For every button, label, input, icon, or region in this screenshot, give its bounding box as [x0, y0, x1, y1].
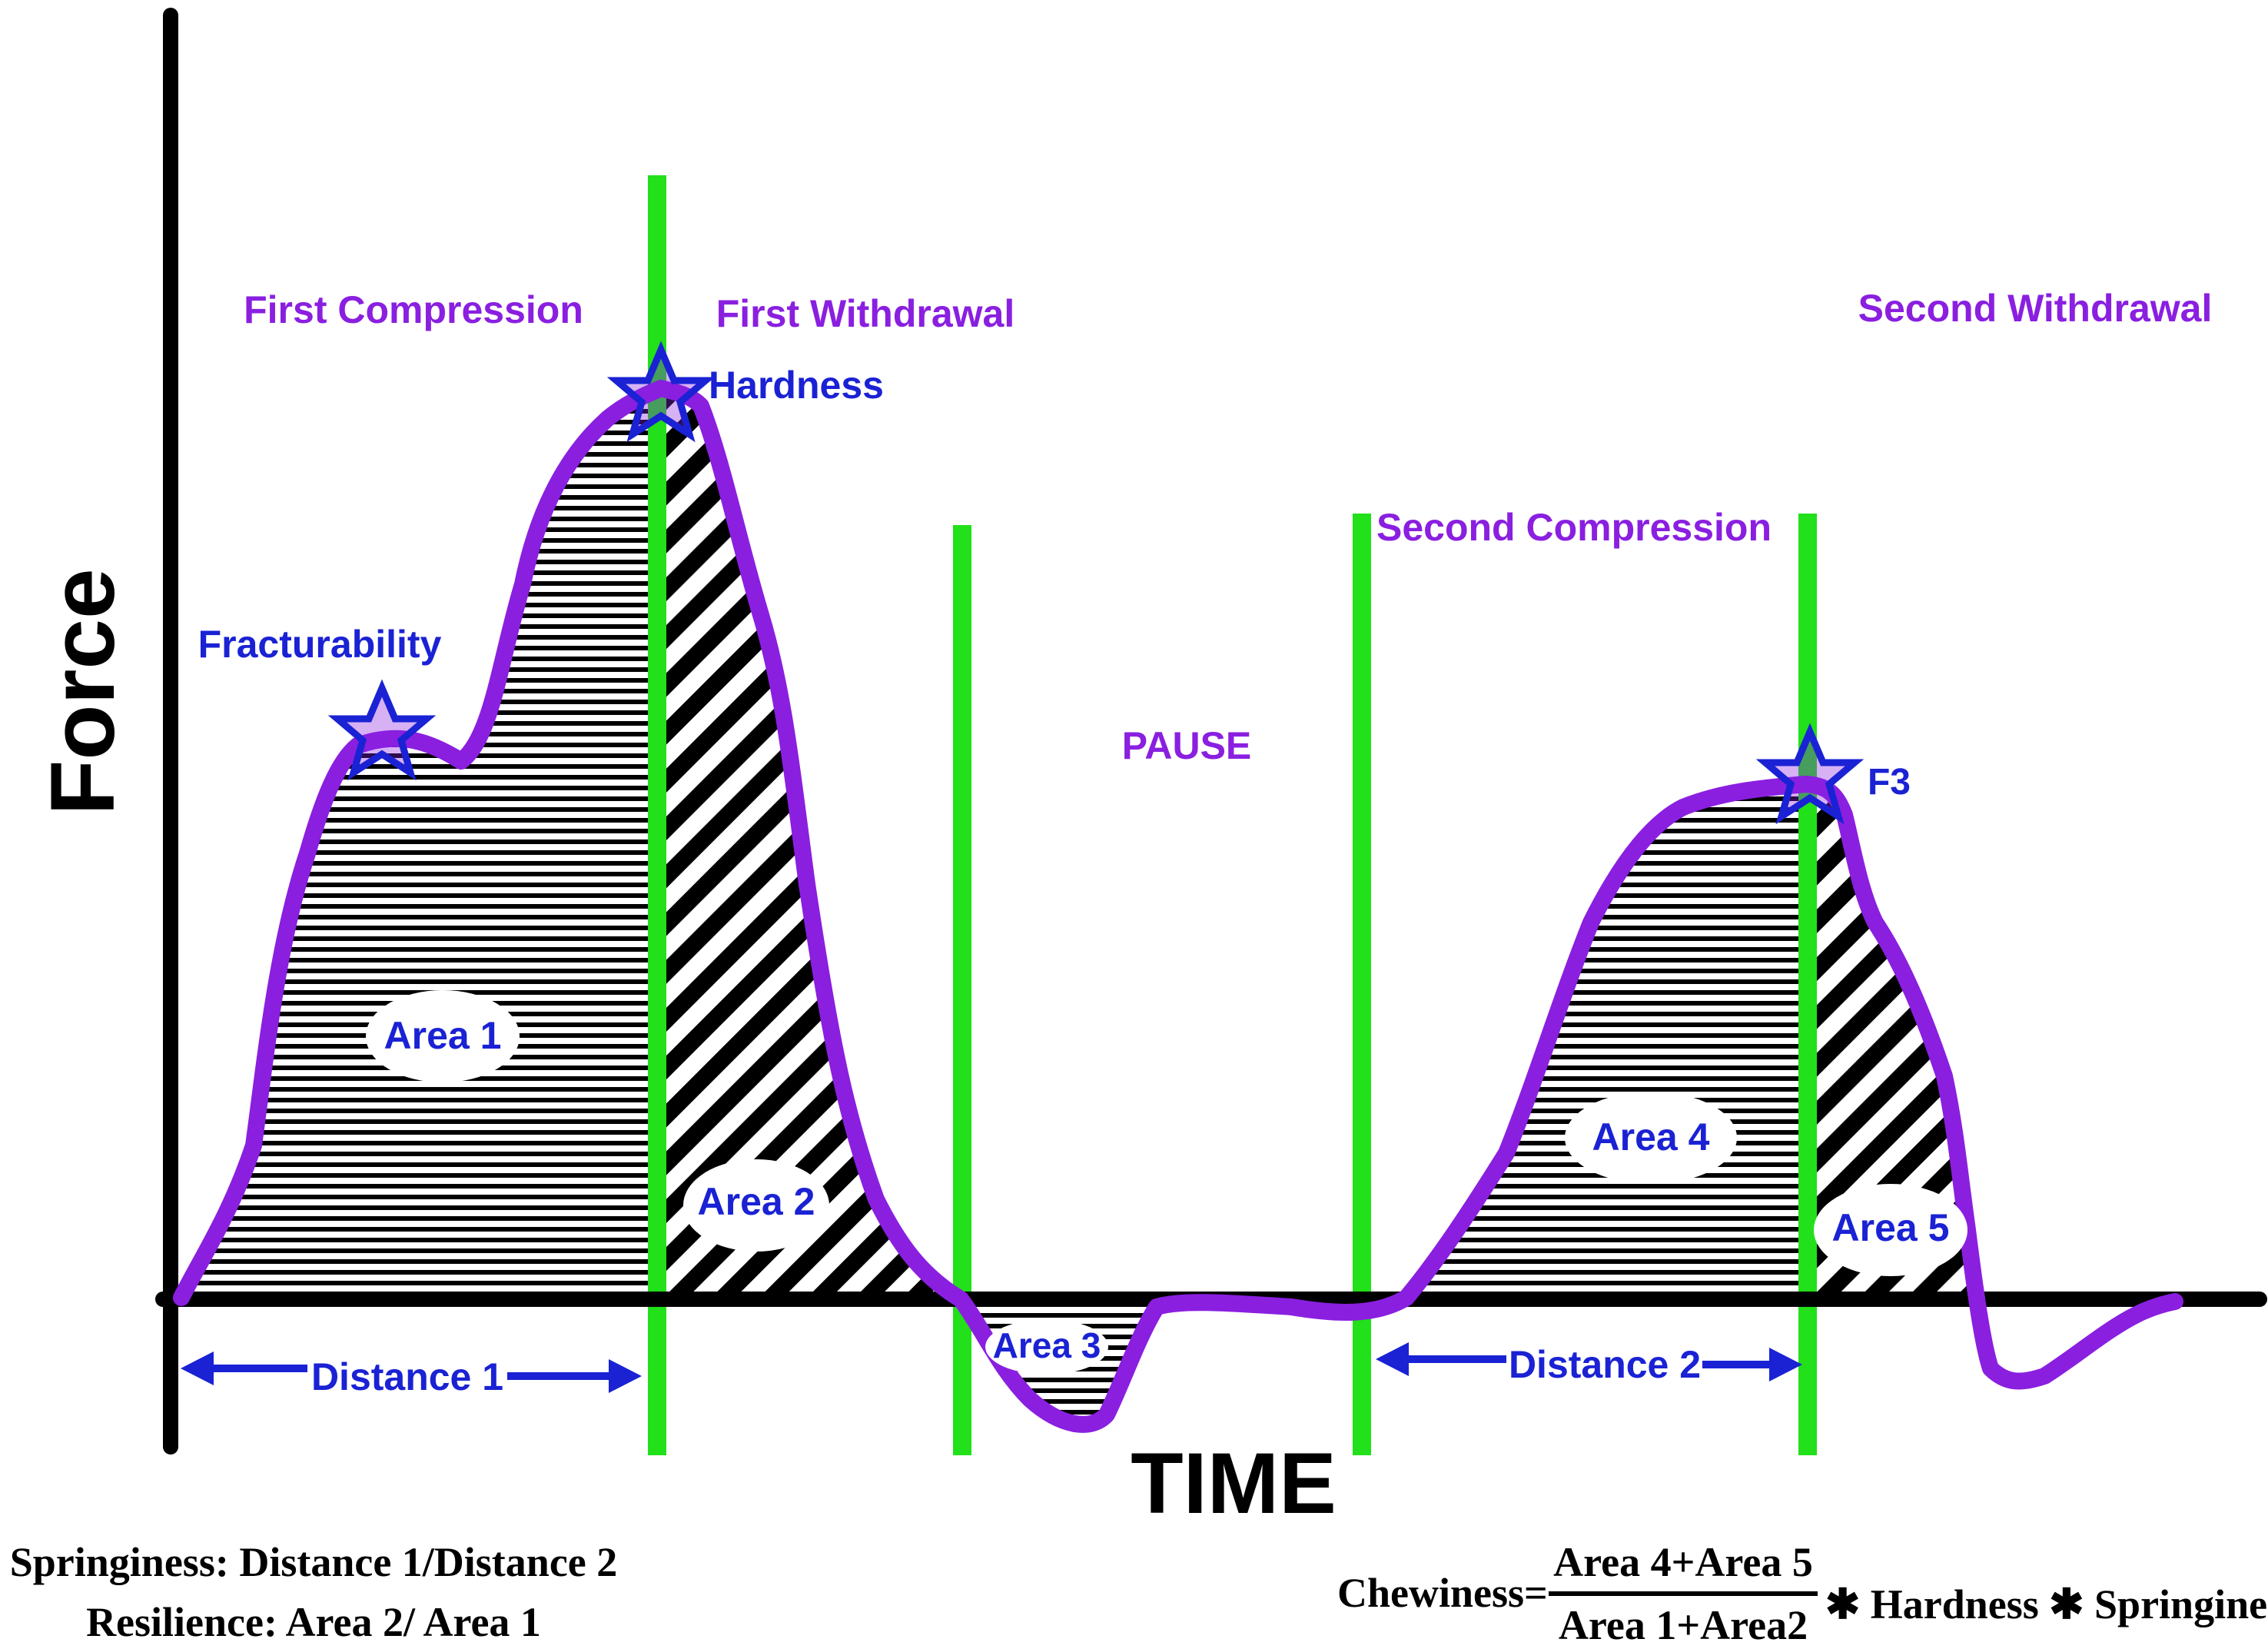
y-axis-title: Force: [32, 568, 134, 815]
area-4-label: Area 4: [1592, 1115, 1710, 1159]
chewiness-formula: Chewiness= Area 4+Area 5 Area 1+Area2 ✱ …: [1337, 1539, 2268, 1648]
area-3-bubble: [985, 1319, 1108, 1375]
hardness-star-icon: [606, 341, 716, 443]
springiness-formula: Springiness: Distance 1/Distance 2: [10, 1539, 618, 1585]
phase-first-withdrawal: First Withdrawal: [716, 292, 1014, 335]
resilience-formula: Resilience: Area 2/ Area 1: [86, 1599, 541, 1645]
divider-second-withdrawal: [1798, 514, 1817, 1455]
area-1-fill: [181, 388, 661, 1298]
area-5-fill: [1806, 784, 1977, 1298]
distance-2-label: Distance 2: [1509, 1343, 1701, 1386]
distance-1-label: Distance 1: [311, 1355, 503, 1398]
area-1-label: Area 1: [384, 1014, 502, 1057]
distance-1-arrow-icon: [181, 1351, 642, 1393]
marker-hardness: Hardness: [709, 364, 884, 407]
chewiness-prefix: Chewiness=: [1337, 1570, 1548, 1616]
phase-first-compression: First Compression: [244, 288, 583, 331]
force-curve: [173, 380, 2183, 1433]
area-4-bubble: [1565, 1092, 1737, 1184]
area-5-label: Area 5: [1832, 1206, 1950, 1249]
phase-second-compression: Second Compression: [1376, 506, 1772, 549]
marker-fracturability: Fracturability: [198, 623, 442, 666]
fracturability-star-icon: [327, 679, 437, 781]
chewiness-suffix: ✱ Hardness ✱ Springiness: [1825, 1581, 2268, 1627]
chewiness-denominator: Area 1+Area2: [1559, 1602, 1808, 1648]
marker-f3: F3: [1868, 762, 1911, 803]
phase-second-withdrawal: Second Withdrawal: [1858, 287, 2213, 330]
area-5-bubble: [1814, 1184, 1967, 1276]
area-1-bubble: [366, 990, 520, 1082]
area-3-label: Area 3: [993, 1325, 1101, 1365]
x-axis-title: TIME: [1131, 1435, 1337, 1531]
f3-star-icon: [1755, 723, 1865, 825]
area-2-bubble: [683, 1159, 829, 1252]
phase-pause: PAUSE: [1122, 724, 1252, 767]
chewiness-numerator: Area 4+Area 5: [1553, 1539, 1813, 1585]
distance-2-arrow-icon: [1376, 1342, 1802, 1381]
area-2-label: Area 2: [698, 1180, 815, 1223]
